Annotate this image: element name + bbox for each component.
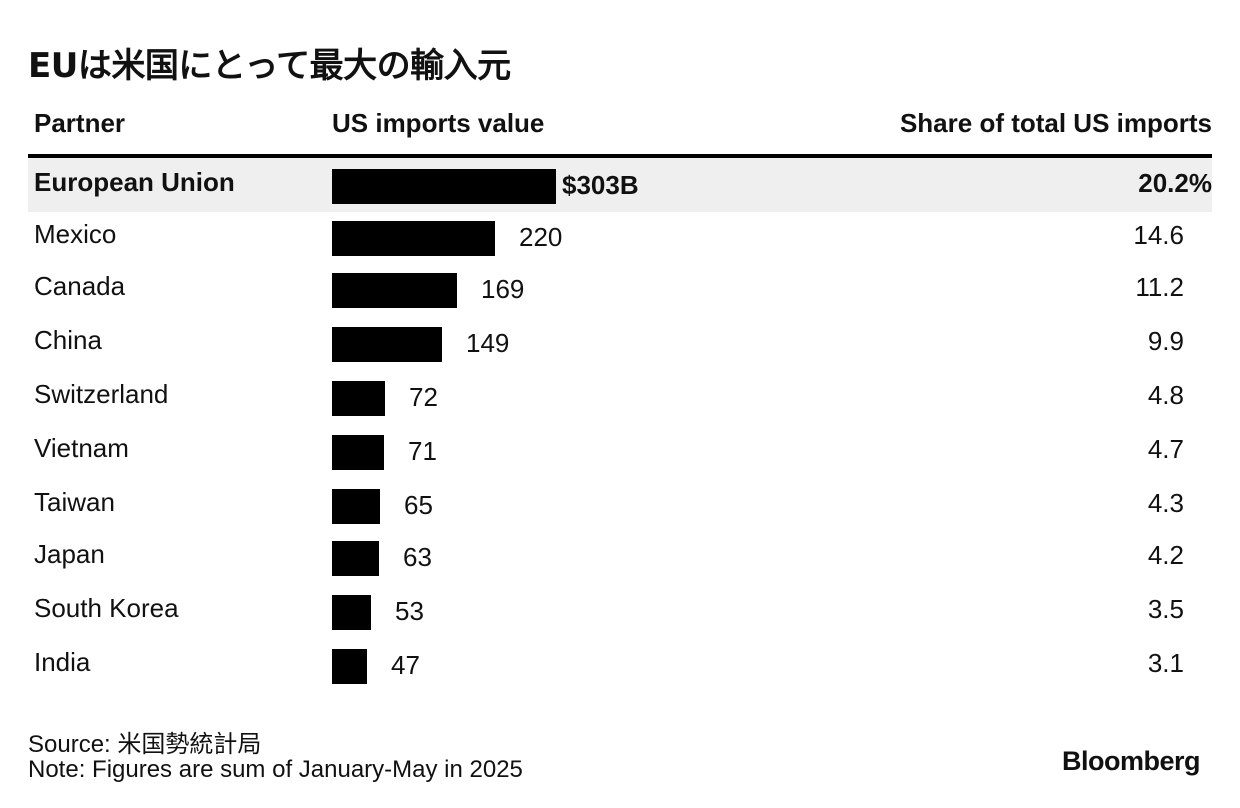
bar (332, 541, 379, 576)
partner-name: Canada (34, 271, 126, 301)
partner-name: China (34, 325, 102, 355)
bar-value-label: 63 (403, 542, 432, 572)
share-value: 9.9 (1147, 326, 1184, 356)
table-row: Taiwan 65 4.3 (28, 478, 1212, 532)
partner-name: Switzerland (34, 379, 169, 409)
partner-name: Taiwan (34, 487, 115, 517)
share-value: 4.7 (1147, 434, 1184, 464)
source-note: Source: 米国勢統計局 (28, 731, 262, 758)
bar-value-label: 71 (408, 436, 437, 466)
bar (332, 649, 367, 684)
partner-name: India (34, 647, 91, 677)
partner-name: Japan (34, 539, 105, 569)
table-row: India 47 3.1 (28, 638, 1212, 692)
bar (332, 595, 371, 630)
column-header-partner: Partner (34, 108, 126, 138)
share-value: 11.2 (1135, 272, 1184, 302)
table-row: South Korea 53 3.5 (28, 584, 1212, 638)
share-value: 3.5 (1147, 594, 1184, 624)
share-value: 4.8 (1147, 380, 1184, 410)
header-rule (28, 154, 1212, 158)
footnote: Note: Figures are sum of January-May in … (28, 756, 523, 783)
table-row: Switzerland 72 4.8 (28, 370, 1212, 424)
bar (332, 221, 495, 256)
bar (332, 169, 556, 204)
column-header-share: Share of total US imports (899, 108, 1212, 138)
table-row: Vietnam 71 4.7 (28, 424, 1212, 478)
share-value: 20.2% (1138, 168, 1212, 198)
partner-name: South Korea (34, 593, 179, 623)
table-row: Mexico 220 14.6 (28, 210, 1212, 264)
bloomberg-logo: Bloomberg (1061, 746, 1201, 776)
bar (332, 381, 385, 416)
partner-name: Mexico (34, 219, 117, 249)
share-value: 4.2 (1147, 540, 1184, 570)
bar-value-label: 53 (395, 596, 424, 626)
table-row: European Union $303B 20.2% (28, 158, 1212, 212)
bar (332, 489, 380, 524)
share-value: 14.6 (1133, 220, 1184, 250)
share-value: 3.1 (1147, 648, 1184, 678)
bar-value-label: 169 (481, 274, 525, 304)
table-row: Japan 63 4.2 (28, 530, 1212, 584)
bar (332, 273, 457, 308)
chart-title: EUは米国にとって最大の輸入元 (28, 46, 511, 86)
bar-value-label: 47 (391, 650, 420, 680)
bar (332, 435, 384, 470)
bar-value-label: 220 (519, 222, 563, 252)
column-header-imports-value: US imports value (332, 108, 545, 138)
table-row: Canada 169 11.2 (28, 262, 1212, 316)
bar-value-label: 65 (404, 490, 433, 520)
share-value: 4.3 (1147, 488, 1184, 518)
bar-value-label: $303B (562, 170, 639, 200)
bar-value-label: 149 (466, 328, 510, 358)
partner-name: Vietnam (34, 433, 129, 463)
partner-name: European Union (34, 167, 235, 197)
bar-value-label: 72 (409, 382, 438, 412)
table-row: China 149 9.9 (28, 316, 1212, 370)
bar (332, 327, 442, 362)
